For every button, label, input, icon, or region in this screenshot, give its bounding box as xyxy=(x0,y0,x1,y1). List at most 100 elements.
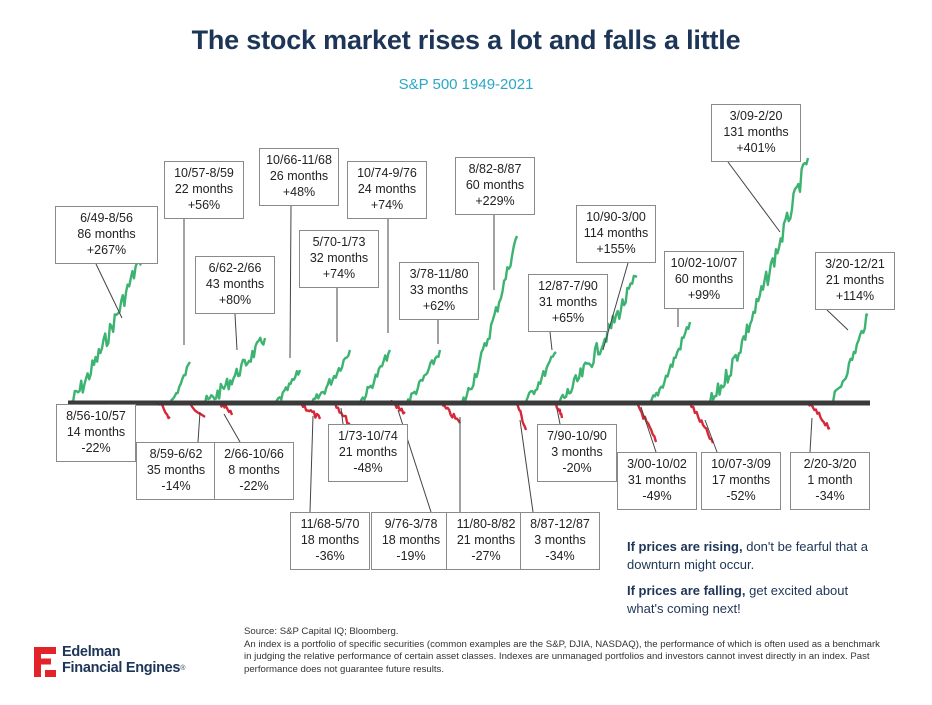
period-label-box: 3/20-12/21 21 months +114% xyxy=(815,252,895,310)
period-label-change: +267% xyxy=(86,243,127,257)
period-label-months: 43 months xyxy=(205,277,265,291)
period-label-months: 86 months xyxy=(77,227,136,241)
period-label-change: +74% xyxy=(370,198,404,212)
series-line-3-00-10-02 xyxy=(635,402,658,443)
period-label-months: 22 months xyxy=(174,182,234,196)
period-label-change: +401% xyxy=(736,141,776,155)
period-label-change: -27% xyxy=(471,549,501,563)
series-line-10-57-8-59 xyxy=(168,361,192,404)
chart-subtitle: S&P 500 1949-2021 xyxy=(398,76,534,93)
period-label-box: 6/49-8/56 86 months +267% xyxy=(55,206,158,264)
leader-line xyxy=(809,417,813,453)
series-line-10-90-3-00 xyxy=(557,274,638,404)
period-label-period: 6/49-8/56 xyxy=(80,211,133,225)
period-label-period: 5/70-1/73 xyxy=(312,235,366,249)
series-line-8-82-8-87 xyxy=(460,235,519,404)
period-label-months: 8 months xyxy=(228,463,280,477)
logo-line2: Financial Engines xyxy=(62,659,181,676)
period-label-months: 60 months xyxy=(465,178,525,192)
period-label-months: 24 months xyxy=(357,182,417,196)
period-label-months: 3 months xyxy=(534,533,586,547)
series-line-8-87-12-87 xyxy=(515,402,528,431)
period-label-months: 33 months xyxy=(409,283,469,297)
period-label-months: 1 month xyxy=(807,473,853,487)
period-label-period: 12/87-7/90 xyxy=(538,279,598,293)
leader-line xyxy=(602,262,629,351)
period-label-period: 10/57-8/59 xyxy=(174,166,234,180)
period-label-period: 7/90-10/90 xyxy=(547,429,607,443)
period-label-box: 10/57-8/59 22 months +56% xyxy=(164,161,244,219)
period-label-period: 8/59-6/62 xyxy=(149,447,203,461)
period-label-box: 6/62-2/66 43 months +80% xyxy=(195,256,275,314)
company-logo: Edelman Financial Engines® xyxy=(34,644,214,685)
leader-lines xyxy=(95,161,849,513)
period-label-months: 31 months xyxy=(627,473,687,487)
period-label-period: 3/09-2/20 xyxy=(729,109,783,123)
series-line-7-90-10-90 xyxy=(554,402,564,419)
leader-line xyxy=(640,406,657,453)
period-label-months: 3 months xyxy=(551,445,603,459)
series-line-10-66-11-68 xyxy=(274,369,302,404)
period-label-period: 2/66-10/66 xyxy=(224,447,284,461)
leader-line xyxy=(309,415,314,513)
period-label-box: 10/66-11/68 26 months +48% xyxy=(259,148,339,206)
series-line-2-66-10-66 xyxy=(218,402,234,416)
period-label-months: 21 months xyxy=(338,445,398,459)
leader-line xyxy=(549,331,553,351)
series-line-6-62-2-66 xyxy=(203,336,267,404)
leader-line xyxy=(704,419,718,453)
period-label-box: 12/87-7/90 31 months +65% xyxy=(528,274,608,332)
series-line-12-87-7-90 xyxy=(522,351,557,405)
period-label-box: 10/90-3/00 114 months +155% xyxy=(576,205,656,263)
period-label-period: 11/80-8/82 xyxy=(456,517,516,531)
period-label-months: 31 months xyxy=(538,295,598,309)
period-label-period: 1/73-10/74 xyxy=(338,429,398,443)
chart-title: The stock market rises a lot and falls a… xyxy=(191,25,741,55)
period-label-change: +62% xyxy=(422,299,456,313)
period-label-box: 10/02-10/07 60 months +99% xyxy=(664,251,744,309)
note-rising: If prices are rising, don't be fearful t… xyxy=(627,538,887,574)
leader-line xyxy=(340,407,344,425)
period-label-box: 1/73-10/74 21 months -48% xyxy=(328,424,408,482)
period-label-box: 8/87-12/87 3 months -34% xyxy=(520,512,600,570)
period-label-change: +65% xyxy=(551,311,585,325)
leader-line xyxy=(197,411,201,443)
period-label-change: -22% xyxy=(239,479,269,493)
period-label-period: 6/62-2/66 xyxy=(208,261,262,275)
period-label-box: 2/20-3/20 1 month -34% xyxy=(790,452,870,510)
period-label-months: 17 months xyxy=(711,473,771,487)
series-line-10-74-9-76 xyxy=(357,349,392,406)
series-line-3-20-12-21 xyxy=(830,313,869,405)
period-label-box: 8/56-10/57 14 months -22% xyxy=(56,404,136,462)
note-falling: If prices are falling, get excited about… xyxy=(627,582,887,618)
note-falling-bold: If prices are falling, xyxy=(627,583,746,598)
period-label-months: 21 months xyxy=(825,273,885,287)
period-label-change: +80% xyxy=(218,293,252,307)
period-label-period: 10/66-11/68 xyxy=(266,153,332,167)
note-rising-bold: If prices are rising, xyxy=(627,539,743,554)
period-label-change: -49% xyxy=(642,489,672,503)
leader-line xyxy=(826,309,849,331)
period-label-months: 131 months xyxy=(723,125,789,139)
series-line-11-68-5-70 xyxy=(299,401,322,420)
period-label-box: 5/70-1/73 32 months +74% xyxy=(299,230,379,288)
logo-mark-icon xyxy=(34,647,56,677)
period-label-change: -34% xyxy=(815,489,845,503)
leader-line xyxy=(727,161,781,233)
period-label-box: 11/68-5/70 18 months -36% xyxy=(290,512,370,570)
series-line-10-07-3-09 xyxy=(688,402,715,444)
leader-line xyxy=(234,313,238,351)
period-label-months: 114 months xyxy=(583,226,649,240)
period-label-box: 3/00-10/02 31 months -49% xyxy=(617,452,697,510)
period-label-change: -14% xyxy=(161,479,191,493)
period-label-period: 2/20-3/20 xyxy=(803,457,857,471)
period-label-months: 18 months xyxy=(300,533,360,547)
period-label-box: 10/07-3/09 17 months -52% xyxy=(701,452,781,510)
period-label-change: +74% xyxy=(322,267,356,281)
period-label-box: 2/66-10/66 8 months -22% xyxy=(214,442,294,500)
period-label-months: 32 months xyxy=(309,251,369,265)
logo-text: Edelman Financial Engines® xyxy=(62,644,185,676)
period-label-change: +99% xyxy=(687,288,721,302)
period-label-box: 10/74-9/76 24 months +74% xyxy=(347,161,427,219)
